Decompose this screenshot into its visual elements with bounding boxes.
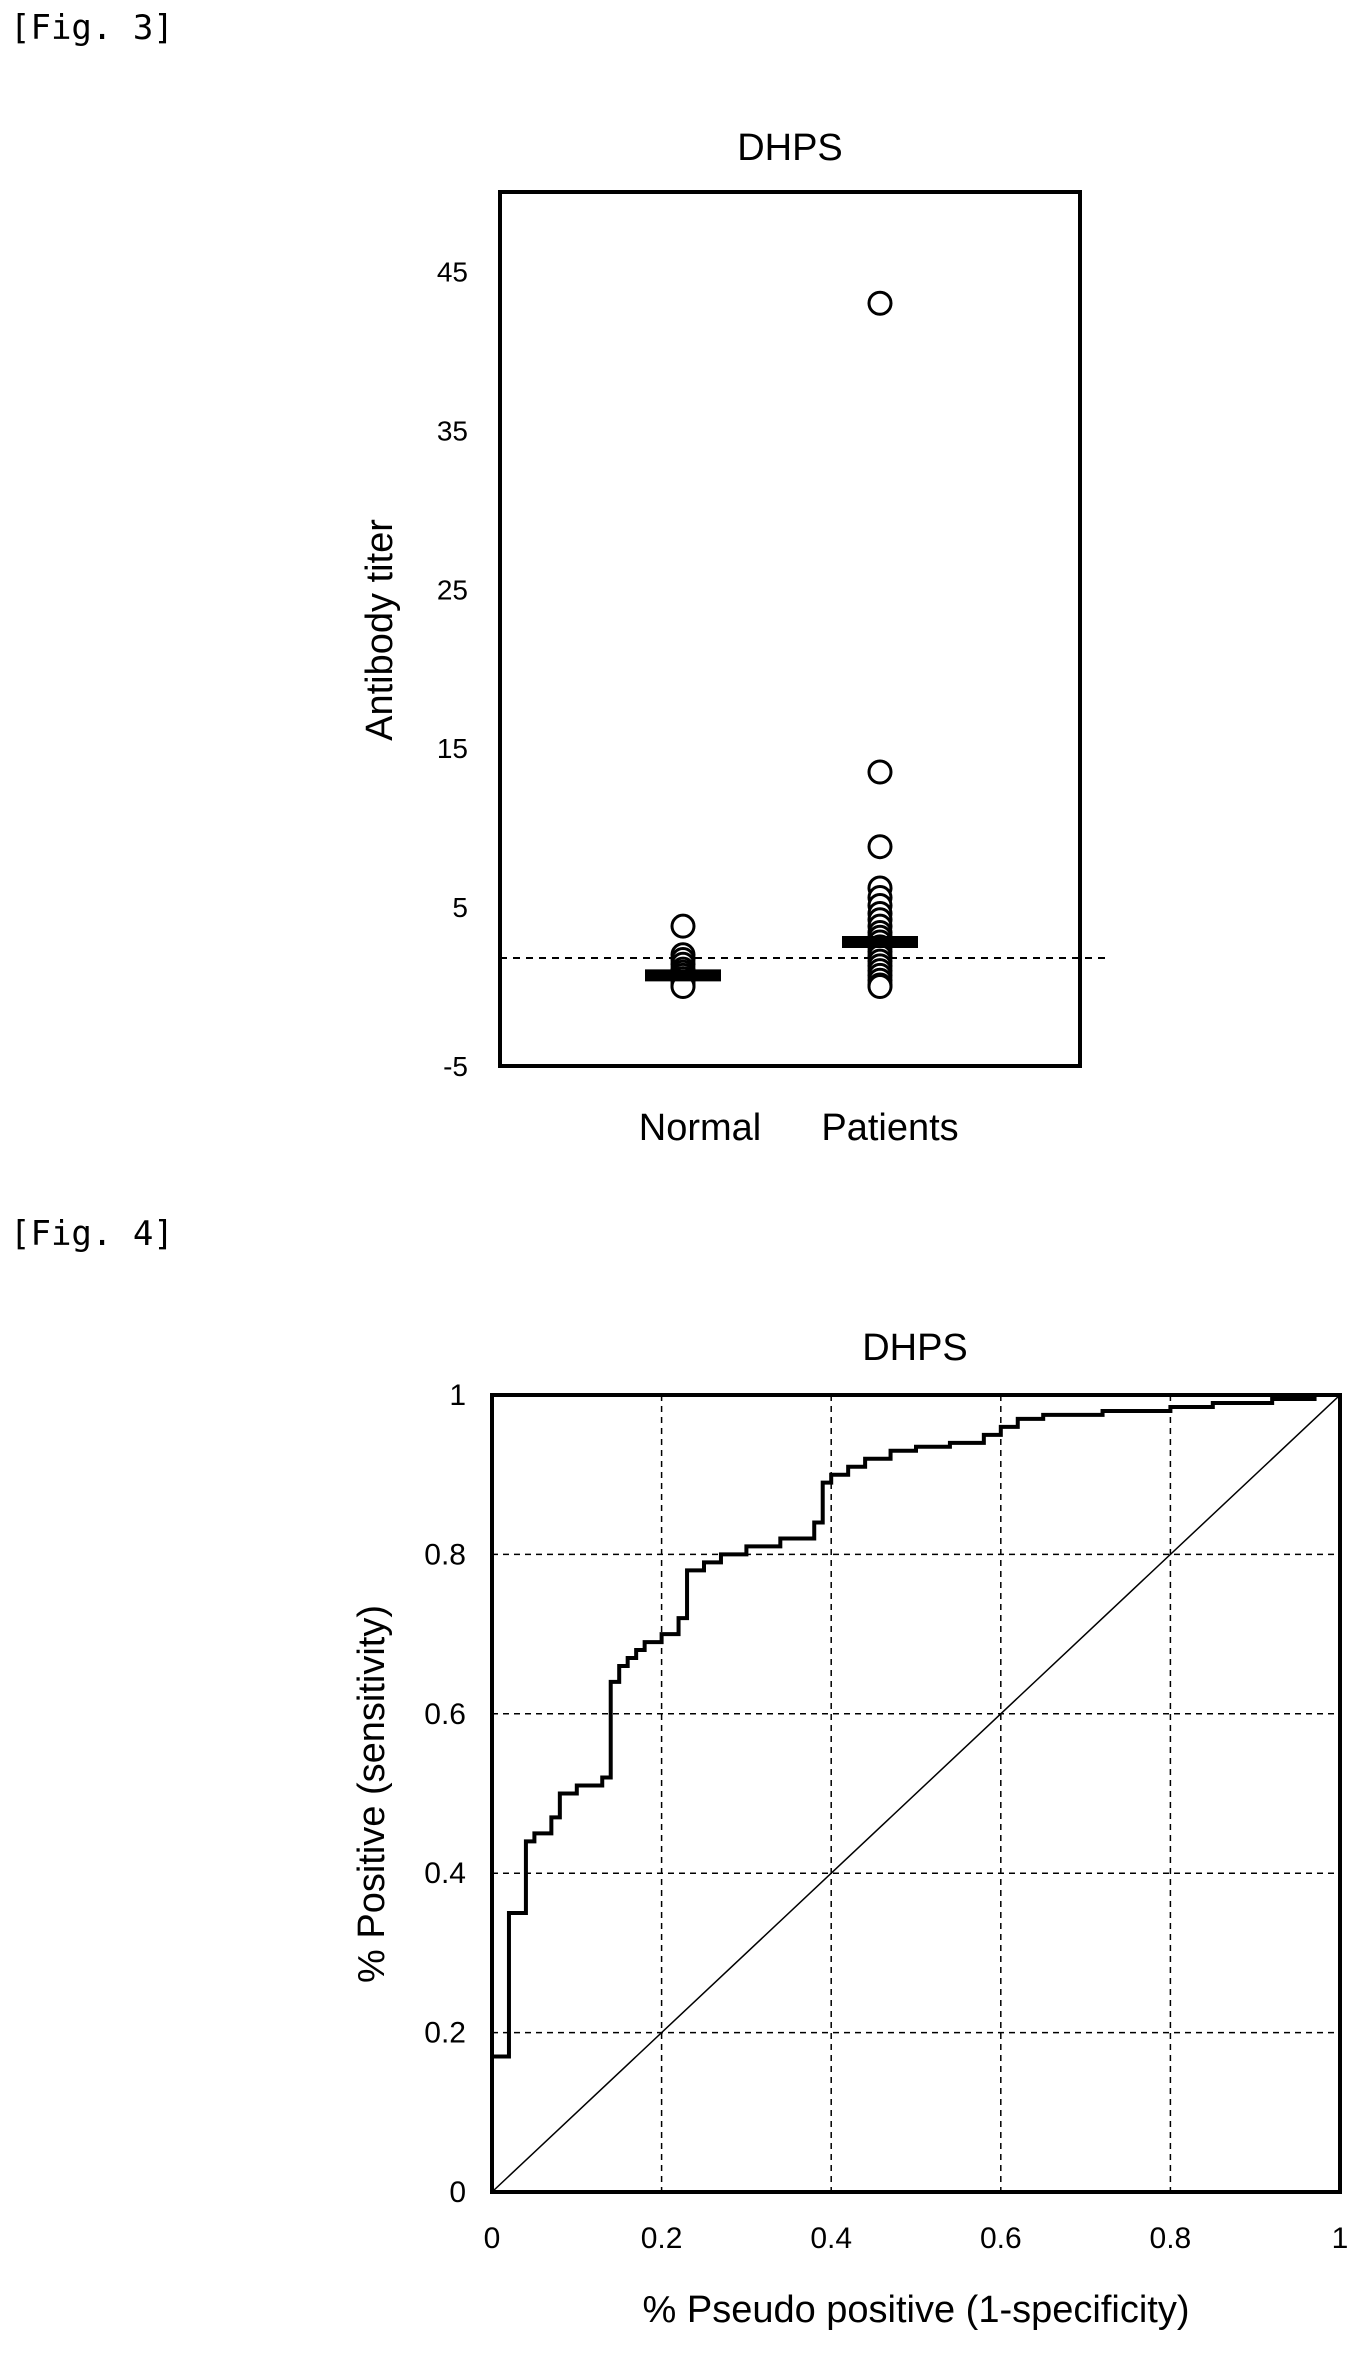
- roc-y-tick-label: 0.2: [424, 2017, 466, 2050]
- roc-y-tick-label: 1: [449, 1379, 466, 1412]
- roc-y-tick-label: 0.4: [424, 1857, 466, 1890]
- dot-plot-y-tick-label: 5: [452, 892, 468, 923]
- roc-y-tick-label: 0.6: [424, 1698, 466, 1731]
- roc-x-axis-label: % Pseudo positive (1-specificity): [643, 2289, 1190, 2331]
- roc-x-tick-label: 0: [484, 2222, 501, 2255]
- dot-plot-frame: [498, 190, 1082, 1068]
- roc-x-tick-label: 0.6: [980, 2222, 1022, 2255]
- dot-plot-category-label: Patients: [821, 1107, 958, 1149]
- dot-plot-y-tick-label: 45: [437, 256, 468, 287]
- roc-title: DHPS: [862, 1327, 968, 1369]
- roc-y-axis-label: % Positive (sensitivity): [351, 1605, 393, 1983]
- roc-x-tick-label: 0.2: [641, 2222, 683, 2255]
- roc-x-tick-label: 0.8: [1150, 2222, 1192, 2255]
- dot-plot-y-axis-label: Antibody titer: [359, 519, 401, 741]
- figure-4-label: [Fig. 4]: [10, 1214, 174, 1254]
- roc-y-ticks: 0 0.2 0.4 0.6 0.8 1: [424, 1379, 466, 2209]
- dot-plot-y-tick-label: 35: [437, 415, 468, 446]
- roc-y-tick-label: 0: [449, 2176, 466, 2209]
- dot-plot-y-ticks: -5 5 15 25 35 45: [437, 256, 468, 1082]
- roc-x-tick-label: 0.4: [810, 2222, 852, 2255]
- dot-plot-y-tick-label: 15: [437, 733, 468, 764]
- roc-chart: DHPS 0 0.2 0.4 0.6 0.8 1 0 0.2 0.4 0.6 0.8 1 % Pse…: [351, 1327, 1349, 2331]
- roc-frame: [490, 1393, 1342, 2194]
- roc-reference-line: [491, 1394, 1341, 2193]
- dot-plot-title: DHPS: [737, 127, 843, 169]
- roc-curve: [490, 1393, 1340, 2192]
- data-point: [867, 834, 893, 860]
- dot-plot-category-label: Normal: [639, 1107, 761, 1149]
- figure-3-label: [Fig. 3]: [10, 8, 174, 48]
- data-point: [867, 974, 893, 1000]
- dot-plot-y-tick-label: 25: [437, 574, 468, 605]
- dot-plot-points: [670, 290, 893, 1000]
- dot-plot-means: [645, 936, 918, 982]
- roc-x-tick-label: 1: [1332, 2222, 1349, 2255]
- roc-x-ticks: 0 0.2 0.4 0.6 0.8 1: [484, 2222, 1349, 2255]
- data-point: [867, 759, 893, 785]
- dot-plot-chart: DHPS Antibody titer -5 5 15 25 35 45 Normal Pa…: [359, 127, 1108, 1149]
- data-point: [670, 913, 696, 939]
- dot-plot-y-tick-label: -5: [443, 1051, 468, 1082]
- roc-y-tick-label: 0.8: [424, 1538, 466, 1571]
- data-point: [867, 290, 893, 316]
- roc-grid: [492, 1395, 1340, 2192]
- dot-plot-categories: Normal Patients: [639, 1107, 959, 1149]
